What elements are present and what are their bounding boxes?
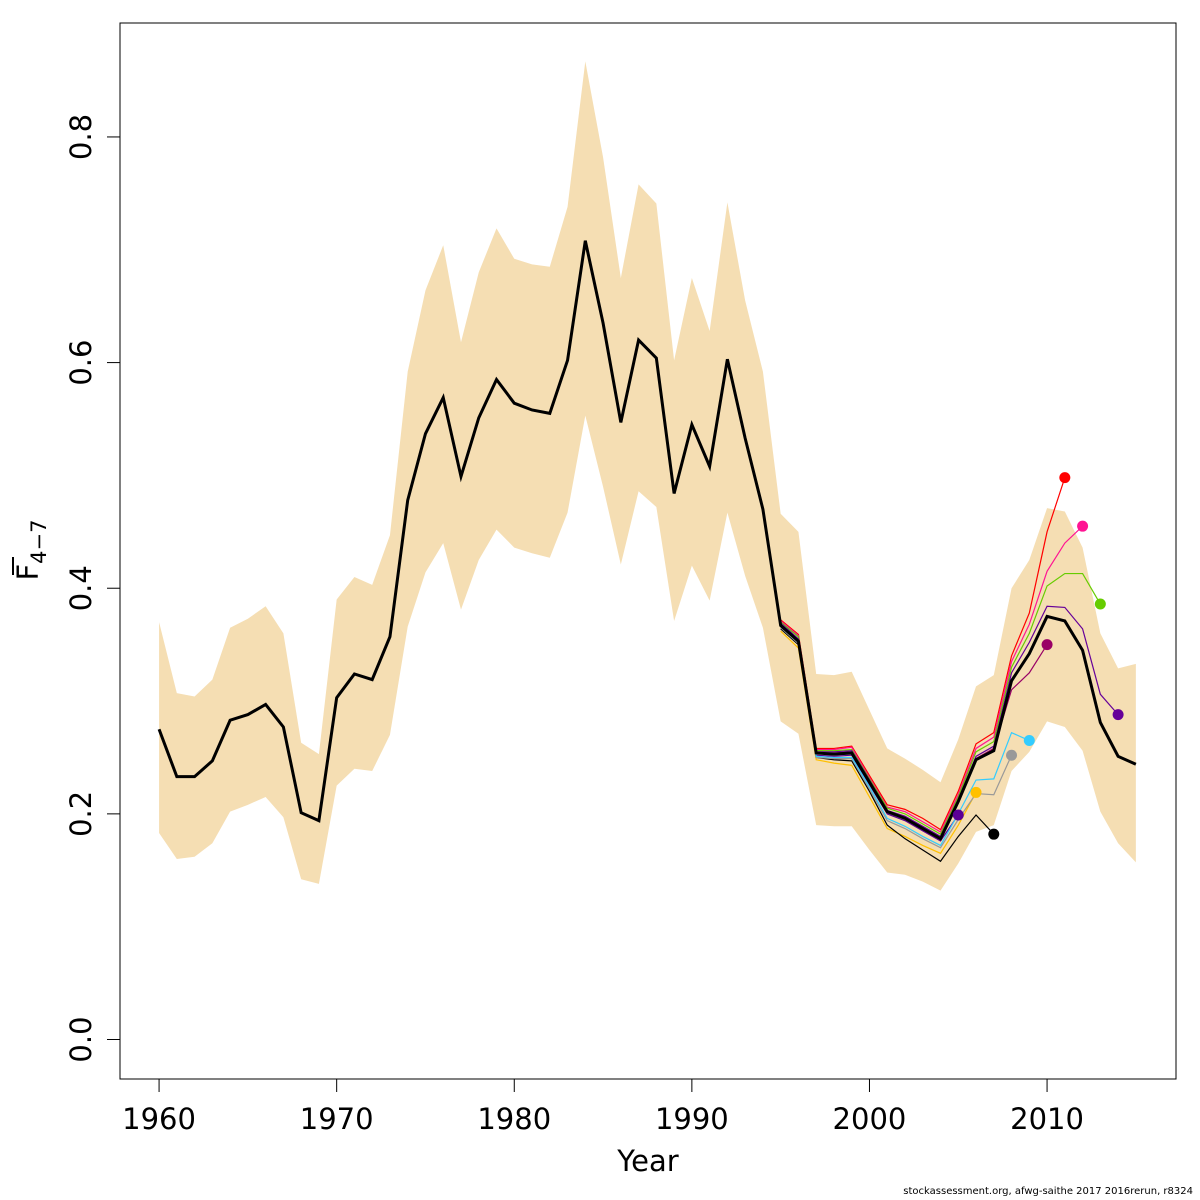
retro-endpoint-2005: [952, 809, 964, 821]
x-tick-label: 1980: [477, 1102, 551, 1136]
y-axis-label-sub: 4−7: [27, 519, 51, 563]
y-tick-label: 0.4: [64, 565, 98, 611]
retro-endpoint-2007: [988, 828, 1000, 840]
retro-endpoint-2013: [1094, 598, 1106, 610]
retro-endpoint-2006: [970, 786, 982, 798]
x-tick-label: 1960: [122, 1102, 196, 1136]
main-estimate-line: [157, 240, 1137, 841]
y-tick-label: 0.0: [64, 1016, 98, 1062]
x-tick-label: 1990: [655, 1102, 729, 1136]
y-axis-label: F4−7: [11, 519, 51, 580]
x-tick-label: 2000: [833, 1102, 907, 1136]
svg-text:F4−7: F4−7: [11, 519, 51, 580]
retro-line-2011: [780, 477, 1066, 831]
retro-endpoint-2010: [1041, 639, 1053, 651]
retro-endpoint-2012: [1077, 520, 1089, 532]
retro-line-2009: [780, 626, 1030, 847]
y-tick-label: 0.2: [64, 791, 98, 837]
x-axis-label: Year: [616, 1144, 678, 1178]
y-tick-label: 0.6: [64, 340, 98, 386]
retro-line-2012: [780, 525, 1083, 833]
confidence-band: [159, 61, 1136, 891]
retro-line-2013: [780, 572, 1101, 836]
retro-endpoint-2014: [1112, 709, 1124, 721]
retro-line-2008: [780, 627, 1013, 849]
retro-endpoint-2008: [1006, 749, 1018, 761]
x-tick-label: 2010: [1010, 1102, 1084, 1136]
plot-frame: [119, 22, 1177, 1080]
retro-endpoint-2009: [1023, 735, 1035, 747]
retro-endpoints-layer: [952, 472, 1124, 840]
retro-endpoint-2011: [1059, 472, 1071, 484]
y-axis: 0.0 0.2 0.4 0.6 0.8: [64, 114, 121, 1063]
main-line-layer: [157, 240, 1137, 841]
confidence-band-layer: [159, 61, 1136, 891]
y-axis-label-main: F: [11, 564, 45, 581]
x-axis: 1960 1970 1980 1990 2000 2010: [122, 1078, 1084, 1136]
footer-credit: stockassessment.org, afwg-saithe 2017 20…: [903, 1186, 1193, 1197]
y-tick-label: 0.8: [64, 114, 98, 160]
x-tick-label: 1970: [300, 1102, 374, 1136]
